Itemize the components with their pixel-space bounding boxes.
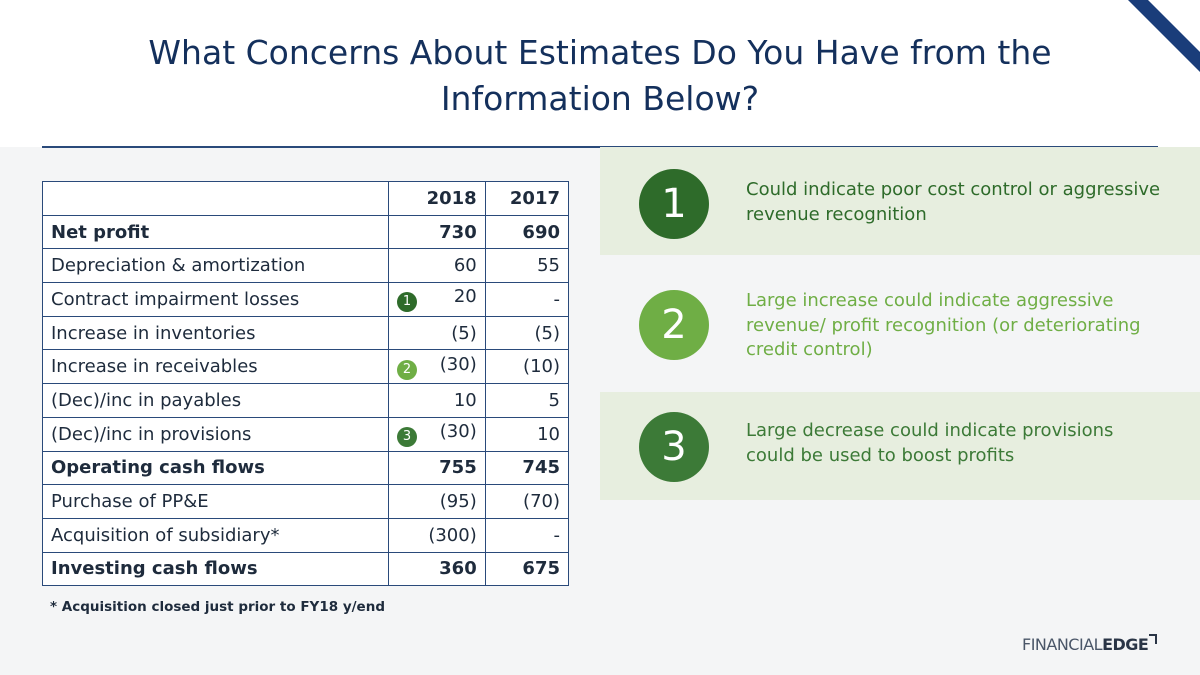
table-row: Increase in inventories (5) (5) — [42, 315, 570, 351]
cell-2018: 60 — [388, 248, 486, 284]
cell-2018: (5) — [388, 315, 486, 351]
cell-2017: 5 — [484, 383, 570, 418]
marker-3-icon: 3 — [397, 427, 417, 448]
concern-text-2: Large increase could indicate aggressive… — [746, 290, 1141, 360]
table-row: Investing cash flows 360 675 — [42, 551, 570, 587]
value-2018: 360 — [439, 558, 477, 580]
row-label: Depreciation & amortization — [42, 248, 389, 284]
value-2018: 730 — [439, 221, 477, 243]
row-label: Investing cash flows — [42, 551, 389, 587]
value-2018: 20 — [453, 286, 477, 308]
row-label: Contract impairment losses — [42, 282, 389, 317]
cell-2017: 690 — [484, 214, 570, 250]
row-label: Increase in receivables — [42, 349, 389, 385]
table-row: Purchase of PP&E (95) (70) — [42, 484, 570, 519]
cell-2018: 10 — [388, 383, 486, 418]
concern-number-3: 3 — [639, 412, 709, 482]
cell-2018: 1 20 — [388, 282, 486, 317]
cell-2018: 2 (30) — [388, 349, 486, 385]
cash-flow-table: 2018 2017 Net profit 730 690 Depreciation &… — [42, 181, 570, 587]
table-row: Acquisition of subsidiary* (300) - — [42, 517, 570, 553]
row-label: Acquisition of subsidiary* — [42, 517, 389, 553]
cell-2017: (10) — [484, 349, 570, 385]
cell-2018: (300) — [388, 517, 486, 553]
cell-2018: 730 — [388, 214, 486, 250]
concern-text-1: Could indicate poor cost control or aggr… — [746, 179, 1161, 225]
cell-2017: (5) — [484, 315, 570, 351]
value-2018: (300) — [428, 524, 477, 546]
logo-mark-icon — [1149, 634, 1158, 644]
value-2018: 755 — [439, 457, 477, 479]
marker-1-icon: 1 — [397, 292, 417, 313]
logo-text-edge: EDGE — [1102, 635, 1149, 654]
table-row: Operating cash flows 755 745 — [42, 450, 570, 486]
logo-text-financial: FINANCIAL — [1022, 635, 1103, 654]
value-2018: (30) — [439, 421, 477, 443]
table-row: Increase in receivables 2 (30) (10) — [42, 349, 570, 385]
concern-number-2: 2 — [639, 290, 709, 360]
page-title: What Concerns About Estimates Do You Hav… — [148, 33, 1052, 118]
row-label: Increase in inventories — [42, 315, 389, 351]
table-row: Contract impairment losses 1 20- — [42, 282, 570, 317]
cell-2017: - — [484, 517, 570, 553]
cell-2017: 745 — [484, 450, 570, 486]
cell-2018: 360 — [388, 551, 486, 587]
row-label: Net profit — [42, 214, 389, 250]
table-row: (Dec)/inc in provisions 3 (30) 10 — [42, 416, 570, 452]
concern-number-1: 1 — [639, 169, 709, 239]
table-footnote: * Acquisition closed just prior to FY18 … — [50, 599, 385, 615]
value-2018: 60 — [453, 255, 477, 277]
cell-2017: 10 — [484, 416, 570, 452]
financial-edge-logo: FINANCIALEDGE — [1022, 634, 1158, 654]
marker-2-icon: 2 — [397, 359, 417, 380]
corner-accent-cut — [1148, 0, 1200, 52]
cell-2018: 3 (30) — [388, 416, 486, 452]
row-label: (Dec)/inc in provisions — [42, 416, 389, 452]
cell-2017: 675 — [484, 551, 570, 587]
row-label: Operating cash flows — [42, 450, 389, 486]
cell-2018: (95) — [388, 484, 486, 519]
value-2018: 10 — [453, 389, 477, 411]
cell-2018: 755 — [388, 450, 486, 486]
header-cell-2018: 2018 — [388, 181, 486, 216]
table-row: Depreciation & amortization 60 55 — [42, 248, 570, 284]
row-label: Purchase of PP&E — [42, 484, 389, 519]
value-2018: (30) — [439, 353, 477, 375]
table-row: (Dec)/inc in payables 10 5 — [42, 383, 570, 418]
cell-2017: 55 — [484, 248, 570, 284]
header-cell-2017: 2017 — [484, 181, 570, 216]
title-divider — [42, 146, 1158, 148]
cell-2017: - — [484, 282, 570, 317]
concern-text-3: Large decrease could indicate provisions… — [746, 420, 1114, 466]
row-label: (Dec)/inc in payables — [42, 383, 389, 418]
value-2018: (5) — [451, 322, 477, 344]
header-cell-empty — [42, 181, 389, 216]
value-2018: (95) — [439, 491, 477, 513]
table-row: Net profit 730 690 — [42, 214, 570, 250]
cell-2017: (70) — [484, 484, 570, 519]
table-header-row: 2018 2017 — [42, 181, 570, 216]
